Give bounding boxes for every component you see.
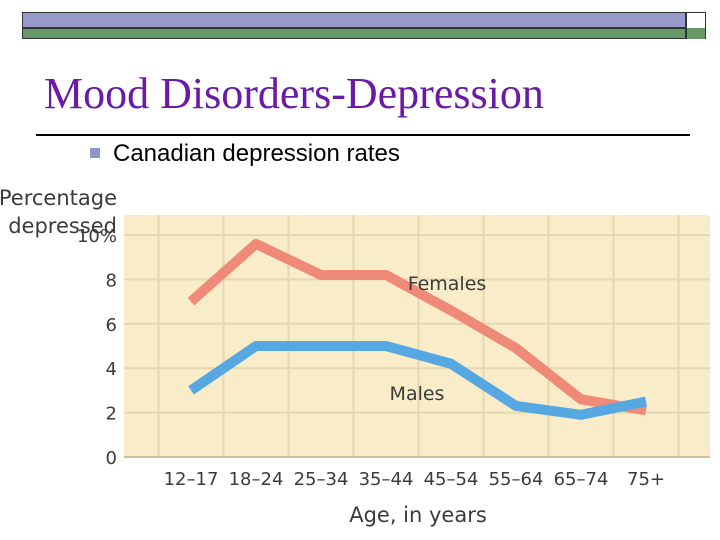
slide-title: Mood Disorders-Depression <box>44 69 544 118</box>
y-tick-labels: 0 2 4 6 8 10% <box>77 226 117 469</box>
y-tick-label: 8 <box>106 270 117 291</box>
y-tick-label: 4 <box>106 359 117 380</box>
title-underline <box>36 134 690 136</box>
x-tick-label: 25–34 <box>294 469 349 490</box>
x-tick-label: 65–74 <box>554 469 609 490</box>
header-bar-purple <box>22 12 686 28</box>
y-tick-label: 10% <box>77 226 117 247</box>
y-tick-label: 6 <box>106 315 117 336</box>
series-line-females <box>187 238 647 416</box>
x-tick-label: 55–64 <box>489 469 544 490</box>
x-tick-label: 18–24 <box>229 469 284 490</box>
x-tick-label: 35–44 <box>359 469 414 490</box>
slide-bullet-text: Canadian depression rates <box>113 140 400 167</box>
y-axis-label-line2: depressed <box>8 214 117 238</box>
header-decoration <box>22 12 706 39</box>
header-corner-box <box>686 12 706 39</box>
x-axis-label: Age, in years <box>349 503 487 527</box>
series-label-males: Males <box>390 383 445 405</box>
series-lines <box>187 238 648 420</box>
y-tick-label: 2 <box>106 404 117 425</box>
y-axis-label-line1: Percentage <box>0 186 117 210</box>
series-line-males <box>188 341 648 420</box>
header-bar-green <box>22 28 686 39</box>
bullet-square-icon <box>90 148 100 158</box>
x-tick-label: 75+ <box>627 469 665 490</box>
plot-background <box>124 215 710 457</box>
x-tick-labels: 12–17 18–24 25–34 35–44 45–54 55–64 65–74 75+ <box>164 469 665 490</box>
y-tick-label: 0 <box>106 448 117 469</box>
series-label-females: Females <box>408 273 487 295</box>
x-tick-label: 12–17 <box>164 469 219 490</box>
x-tick-label: 45–54 <box>424 469 479 490</box>
grid-lines <box>124 215 710 458</box>
